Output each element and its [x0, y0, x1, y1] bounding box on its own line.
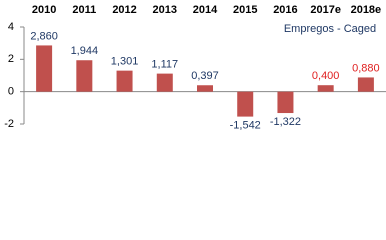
y-tick-label: 0	[8, 86, 14, 98]
x-tick-label: 2013	[153, 4, 177, 16]
y-tick-label: 4	[8, 21, 14, 33]
bar	[76, 60, 93, 92]
bar	[116, 70, 133, 92]
y-tick-label: 2	[8, 53, 14, 65]
value-label: 1,301	[111, 56, 139, 68]
value-label: -1,542	[230, 120, 261, 132]
x-tick-label: 2010	[32, 4, 56, 16]
value-label: 1,944	[71, 45, 99, 57]
bar	[317, 85, 334, 92]
x-tick-label: 2016	[273, 4, 297, 16]
value-label: -1,322	[270, 116, 301, 128]
y-tick-label: -2	[4, 118, 14, 130]
value-label: 0,397	[191, 70, 219, 82]
bar	[237, 91, 254, 117]
x-tick-label: 2012	[112, 4, 136, 16]
x-tick-label: 2014	[193, 4, 218, 16]
bar	[36, 45, 53, 92]
bar	[197, 85, 213, 92]
x-tick-label: 2015	[233, 4, 257, 16]
value-label: 0,880	[352, 62, 380, 74]
annotation: Empregos - Caged	[284, 23, 376, 35]
value-label: 2,860	[30, 30, 58, 42]
chart: Empregos - Caged -2 0 2 4 2010 2,860 2011 1,944…	[4, 4, 386, 132]
x-tick-label: 2017e	[310, 4, 341, 16]
value-label: 1,117	[151, 59, 178, 71]
x-tick-label: 2018e	[351, 4, 382, 16]
bar	[357, 77, 374, 92]
value-label: 0,400	[312, 70, 340, 82]
bar	[156, 73, 173, 92]
page: Empregos - Caged -2 0 2 4 2010 2,860 2011 1,944…	[4, 3, 386, 132]
x-tick-label: 2011	[72, 4, 96, 16]
bar	[277, 91, 294, 114]
